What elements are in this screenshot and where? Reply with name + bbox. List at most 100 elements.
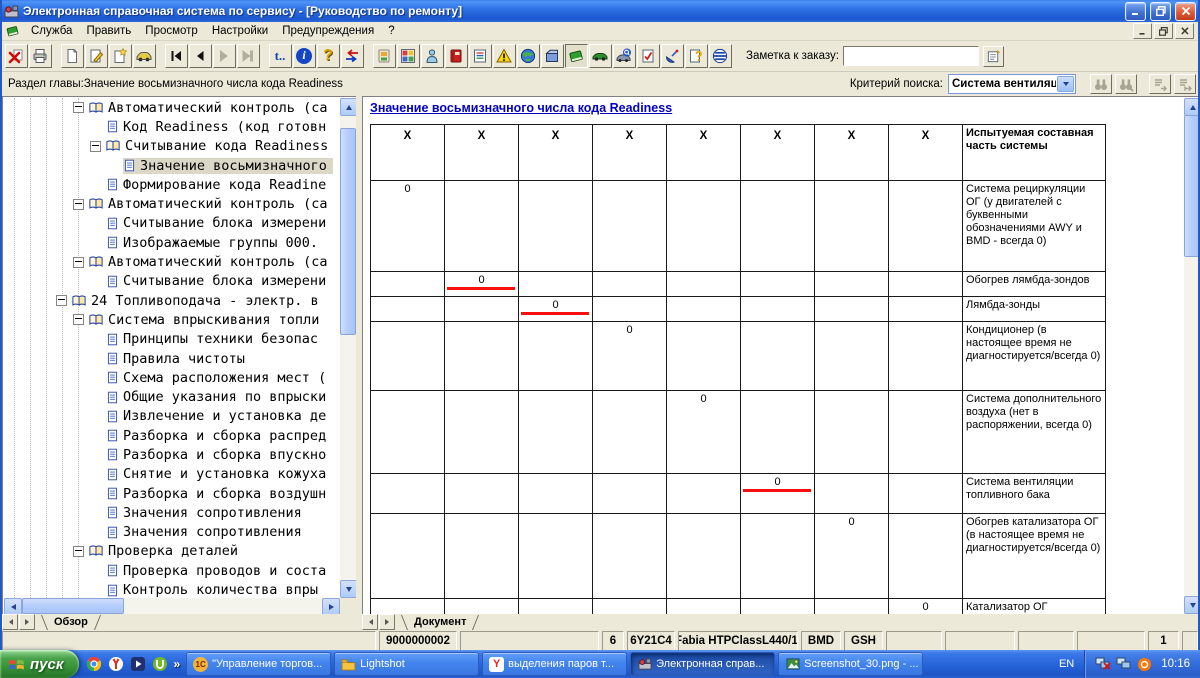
language-indicator[interactable]: EN [1058, 658, 1075, 670]
taskbar-task-button[interactable]: 1С "Управление торгов... [186, 652, 332, 676]
checklist-button[interactable] [636, 44, 660, 68]
minimize-button[interactable] [1125, 1, 1146, 21]
diagnosis-vehicle-button[interactable] [612, 44, 636, 68]
tab-scroll-left-button[interactable] [2, 614, 18, 630]
tree-item[interactable]: Значение восьмизначного [4, 156, 340, 175]
taskbar-task-button[interactable]: Screenshot_30.png - ... [778, 652, 924, 676]
combo-dropdown-button[interactable] [1057, 75, 1074, 92]
tree-item[interactable]: Считывание кода Readiness [4, 137, 340, 156]
striped-sphere-button[interactable] [708, 44, 732, 68]
red-book-button[interactable] [444, 44, 468, 68]
search-next-button[interactable] [1115, 73, 1137, 94]
tree-item[interactable]: Разборка и сборка воздушн [4, 484, 340, 503]
tree-item[interactable]: Изображаемые группы 000. [4, 233, 340, 252]
person-button[interactable] [420, 44, 444, 68]
info-button[interactable]: i [292, 44, 316, 68]
exit-button[interactable] [4, 44, 28, 68]
print-button[interactable] [28, 44, 52, 68]
taskbar-clock[interactable]: 10:16 [1161, 658, 1190, 670]
tree-item[interactable]: Значения сопротивления [4, 523, 340, 542]
document-vertical-scrollbar[interactable] [1184, 98, 1200, 614]
tree-item[interactable]: Проверка деталей [4, 542, 340, 561]
add-document-button[interactable] [108, 44, 132, 68]
move-to-list-button[interactable] [1174, 73, 1196, 94]
note-properties-button[interactable] [983, 45, 1005, 67]
vehicle-button[interactable] [132, 44, 156, 68]
scrollbar-thumb[interactable] [340, 128, 356, 335]
restore-button[interactable] [1150, 1, 1171, 21]
nav-next-button[interactable] [212, 44, 236, 68]
antivirus-icon[interactable] [1137, 657, 1152, 672]
component-box-button[interactable] [540, 44, 564, 68]
t-button[interactable]: t.. [268, 44, 292, 68]
nav-last-button[interactable] [236, 44, 260, 68]
tree-item[interactable]: Значения сопротивления [4, 503, 340, 522]
tree-item[interactable]: Код Readiness (код готовн [4, 117, 340, 136]
globe-button[interactable] [516, 44, 540, 68]
tree-item[interactable]: Общие указания по впрыски [4, 387, 340, 406]
tree-item[interactable]: Автоматический контроль (са [4, 98, 340, 117]
menu-item-править[interactable]: Править [86, 25, 132, 37]
tree-horizontal-scrollbar[interactable] [4, 598, 340, 616]
measured-values-button[interactable] [468, 44, 492, 68]
mdi-minimize-button[interactable] [1133, 23, 1152, 39]
repair-manual-button[interactable] [564, 44, 588, 68]
panel-splitter[interactable] [356, 96, 362, 630]
menu-item-служба[interactable]: Служба [31, 25, 73, 37]
new-document-button[interactable] [60, 44, 84, 68]
green-vehicle-button[interactable] [588, 44, 612, 68]
add-to-list-button[interactable] [1149, 73, 1171, 94]
taskbar-task-button[interactable]: Lightshot [334, 652, 480, 676]
tab-overview[interactable]: Обзор [40, 614, 101, 630]
order-note-input[interactable] [842, 46, 979, 66]
tree-item[interactable]: 24 Топливоподача - электр. в [4, 291, 340, 310]
network-offline-icon[interactable] [1095, 657, 1111, 671]
collapse-toggle[interactable] [73, 545, 84, 557]
collapse-toggle[interactable] [56, 295, 67, 307]
tree-item[interactable]: Считывание блока измерени [4, 272, 340, 291]
chrome-icon[interactable] [85, 655, 103, 673]
collapse-toggle[interactable] [90, 140, 101, 152]
edit-document-button[interactable] [84, 44, 108, 68]
telediagnosis-button[interactable] [660, 44, 684, 68]
scroll-right-button[interactable] [322, 598, 340, 616]
warning-button[interactable] [492, 44, 516, 68]
tab-scroll-right-button[interactable] [379, 614, 395, 630]
transfer-button[interactable] [340, 44, 364, 68]
tab-document[interactable]: Документ [400, 614, 480, 630]
close-button[interactable] [1175, 1, 1196, 21]
chip-button[interactable] [372, 44, 396, 68]
help-button[interactable]: ? [316, 44, 340, 68]
search-criterion-combobox[interactable]: Система вентиляцин [948, 73, 1076, 94]
tree-item[interactable]: Автоматический контроль (са [4, 252, 340, 271]
document-menu-icon[interactable] [5, 24, 20, 38]
tree-item[interactable]: Извлечение и установка де [4, 407, 340, 426]
yandex-browser-icon[interactable] [107, 655, 125, 673]
tree-item[interactable]: Автоматический контроль (са [4, 194, 340, 213]
mdi-close-button[interactable] [1175, 23, 1194, 39]
nav-previous-button[interactable] [188, 44, 212, 68]
tree-item[interactable]: Контроль количества впры [4, 580, 340, 598]
tree-item[interactable]: Принципы техники безопас [4, 330, 340, 349]
nav-first-button[interactable] [164, 44, 188, 68]
tree-item[interactable]: Формирование кода Readine [4, 175, 340, 194]
document-help-button[interactable] [684, 44, 708, 68]
tab-scroll-right-button[interactable] [19, 614, 35, 630]
media-player-icon[interactable] [129, 655, 147, 673]
utorrent-icon[interactable] [151, 655, 169, 673]
collapse-toggle[interactable] [73, 198, 84, 210]
menu-item-?[interactable]: ? [388, 25, 395, 37]
search-previous-button[interactable] [1090, 73, 1112, 94]
collapse-toggle[interactable] [73, 102, 84, 114]
scroll-down-button[interactable] [340, 580, 358, 598]
tab-scroll-left-button[interactable] [362, 614, 378, 630]
collapse-toggle[interactable] [73, 256, 84, 268]
quick-launch-overflow-chevron[interactable]: » [173, 657, 181, 671]
taskbar-task-button[interactable]: Электронная справ... [630, 652, 776, 676]
mdi-restore-button[interactable] [1154, 23, 1173, 39]
window-grid-button[interactable] [396, 44, 420, 68]
menu-item-настройки[interactable]: Настройки [211, 25, 269, 37]
collapse-toggle[interactable] [73, 314, 84, 326]
tree-item[interactable]: Снятие и установка кожуха [4, 465, 340, 484]
